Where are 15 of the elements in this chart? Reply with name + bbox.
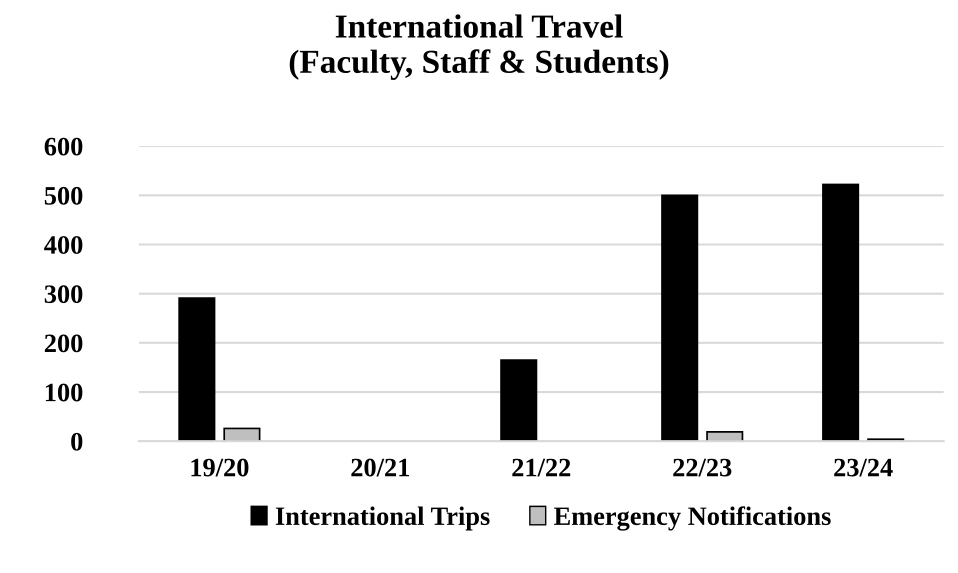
x-tick-label: 23/24: [834, 458, 893, 476]
y-tick-label: 100: [46, 384, 82, 402]
y-tick-label: 500: [44, 186, 82, 205]
y-tick-label: 600: [44, 138, 82, 156]
x-tick-label: 20/21: [351, 458, 410, 476]
y-tick-label: 0: [71, 432, 82, 451]
x-tick-label: 22/23: [673, 458, 732, 476]
y-tick-label: 200: [44, 334, 82, 352]
x-tick-label: 19/20: [191, 458, 248, 476]
legend-label: International Trips: [276, 506, 490, 530]
x-tick-label: 21/22: [512, 458, 570, 476]
legend-label: Emergency Notifications: [554, 506, 831, 531]
y-tick-label: 300: [44, 285, 82, 304]
chart-title: International Travel (Faculty, Staff & Students): [290, 14, 668, 80]
y-tick-label: 400: [44, 236, 82, 254]
